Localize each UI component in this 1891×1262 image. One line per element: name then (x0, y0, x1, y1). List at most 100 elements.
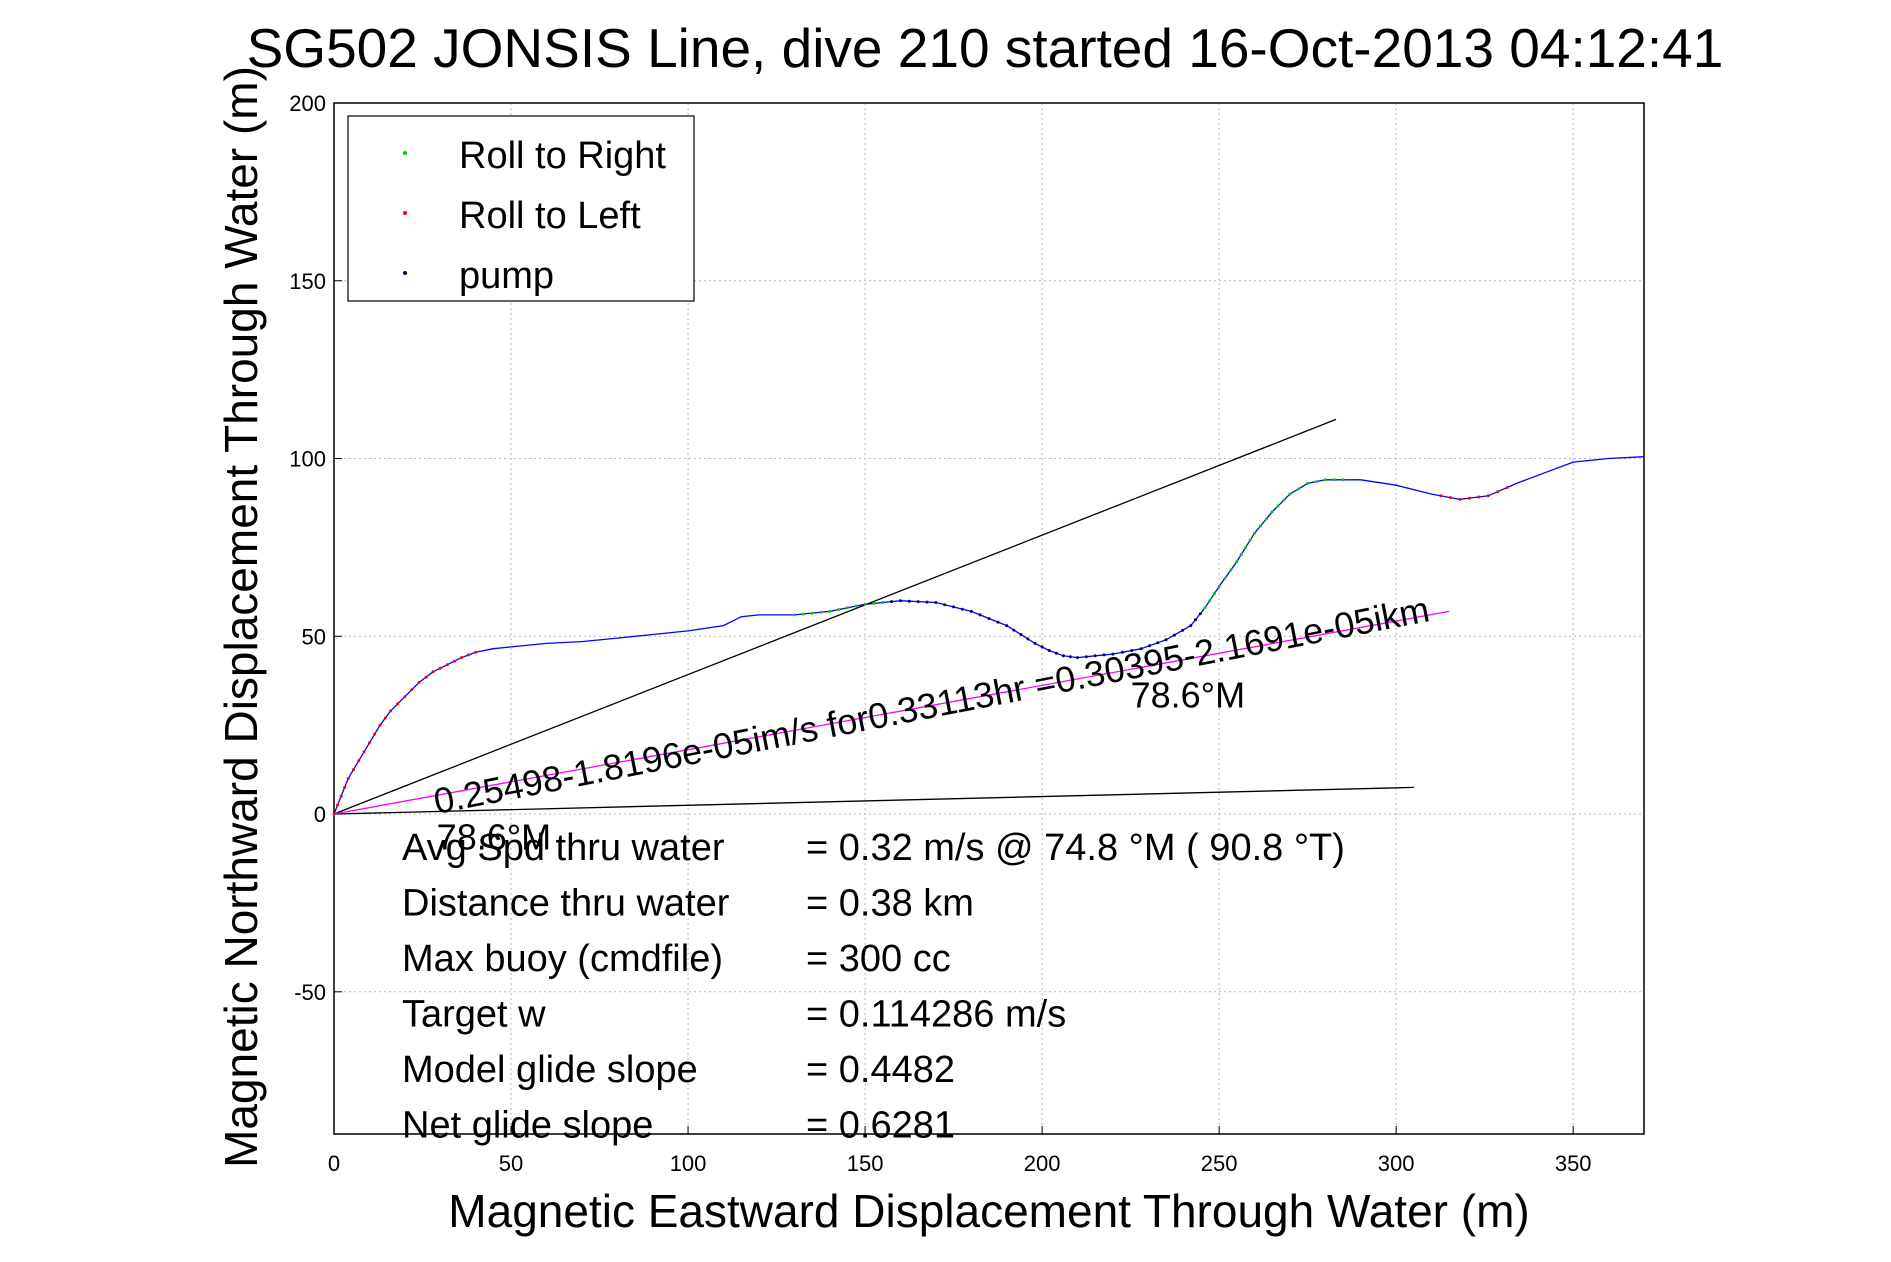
x-tick-label: 100 (670, 1151, 707, 1176)
track-marker (346, 777, 350, 780)
track-marker (854, 604, 858, 608)
track-marker (357, 759, 361, 763)
track-marker (978, 613, 982, 617)
track-marker (1276, 504, 1280, 508)
legend-label: Roll to Left (459, 195, 641, 237)
x-tick-label: 0 (328, 1151, 340, 1176)
track-marker (1217, 585, 1221, 588)
track-marker (960, 607, 964, 611)
series-line-2 (333, 418, 1337, 815)
track-marker (343, 785, 347, 789)
track-marker (1315, 480, 1318, 484)
stat-label: Distance thru water (402, 883, 730, 925)
x-tick-label: 200 (1024, 1151, 1061, 1176)
y-tick-label: 150 (289, 269, 326, 294)
track-marker (1477, 495, 1481, 499)
stat-value: = 0.6281 (806, 1105, 955, 1147)
track-marker (943, 603, 947, 607)
stat-label: Target w (402, 994, 546, 1036)
track-marker (1068, 655, 1072, 659)
y-tick-label: 100 (289, 447, 326, 472)
track-marker (362, 750, 366, 754)
track-marker (1439, 494, 1443, 498)
stat-label: Net glide slope (402, 1105, 653, 1147)
legend-marker (403, 151, 407, 155)
track-marker (828, 609, 832, 613)
track-marker (1223, 576, 1227, 580)
track-marker (1084, 655, 1088, 659)
data-markers (332, 478, 1509, 816)
track-marker (987, 617, 991, 620)
track-marker (352, 768, 355, 772)
y-tick-label: 50 (302, 624, 326, 649)
track-marker (1019, 633, 1023, 636)
track-marker (1486, 494, 1490, 498)
track-marker (1139, 647, 1143, 651)
track-marker (872, 601, 876, 605)
track-marker (845, 606, 849, 610)
track-marker (1297, 487, 1301, 491)
track-marker (389, 709, 393, 713)
x-tick-label: 150 (847, 1151, 884, 1176)
track-marker (925, 600, 929, 604)
x-tick-label: 300 (1378, 1151, 1415, 1176)
track-marker (417, 681, 421, 684)
stat-value: = 0.4482 (806, 1049, 955, 1091)
track-marker (336, 803, 339, 807)
track-marker (1203, 606, 1207, 610)
track-marker (474, 650, 478, 654)
track-marker (1458, 497, 1462, 501)
track-marker (801, 612, 805, 616)
track-marker (1505, 486, 1509, 490)
track-marker (1467, 496, 1471, 500)
legend: Roll to Right Roll to Left pump (347, 115, 695, 302)
track-marker (383, 716, 387, 720)
track-marker (1341, 478, 1345, 482)
track-marker (1130, 649, 1134, 652)
track-marker (339, 794, 343, 798)
stats-block: Avg Spd thru water = 0.32 m/s @ 74.8 °M (… (402, 827, 1345, 1147)
track-marker (1012, 628, 1016, 632)
track-marker (1270, 510, 1274, 514)
track-marker (403, 695, 407, 699)
track-marker (1156, 641, 1160, 645)
series-line-4 (333, 610, 1450, 815)
x-tick-label: 350 (1555, 1151, 1592, 1176)
track-marker (1005, 624, 1009, 628)
track-marker (792, 613, 796, 617)
axis-ticks: 0 50 100 150 200 250 300 350 -50 0 50 100 150 200 (289, 91, 1591, 1176)
stat-value: = 0.38 km (806, 883, 974, 925)
track-marker (863, 602, 867, 606)
stat-label: Model glide slope (402, 1049, 698, 1091)
y-tick-label: 0 (314, 802, 326, 827)
track-marker (1449, 496, 1452, 500)
x-tick-label: 250 (1201, 1151, 1238, 1176)
track-marker (396, 702, 400, 706)
track-marker (1253, 531, 1256, 535)
track-marker (1181, 628, 1184, 632)
track-marker (1172, 633, 1176, 637)
track-marker (1194, 618, 1197, 622)
track-marker (819, 610, 823, 614)
track-marker (410, 688, 414, 692)
track-marker (1148, 644, 1151, 648)
track-marker (1212, 592, 1216, 596)
y-axis-label: Magnetic Northward Displacement Through … (215, 66, 267, 1168)
track-marker (1120, 650, 1124, 654)
track-marker (1026, 637, 1030, 641)
track-marker (890, 600, 894, 604)
y-tick-label: 200 (289, 91, 326, 116)
track-marker (1093, 654, 1097, 658)
track-marker (916, 600, 920, 604)
track-marker (837, 608, 840, 612)
track-marker (1282, 498, 1286, 502)
track-marker (1244, 545, 1248, 549)
track-marker (881, 601, 885, 604)
x-axis-label: Magnetic Eastward Displacement Through W… (448, 1185, 1529, 1237)
track-marker (1102, 653, 1106, 657)
annotation-text: 78.6°M (437, 817, 551, 858)
legend-marker (403, 271, 407, 275)
track-marker (332, 812, 336, 816)
stat-value: = 0.114286 m/s (806, 994, 1066, 1036)
stat-label: Avg Spd thru water (402, 827, 725, 869)
